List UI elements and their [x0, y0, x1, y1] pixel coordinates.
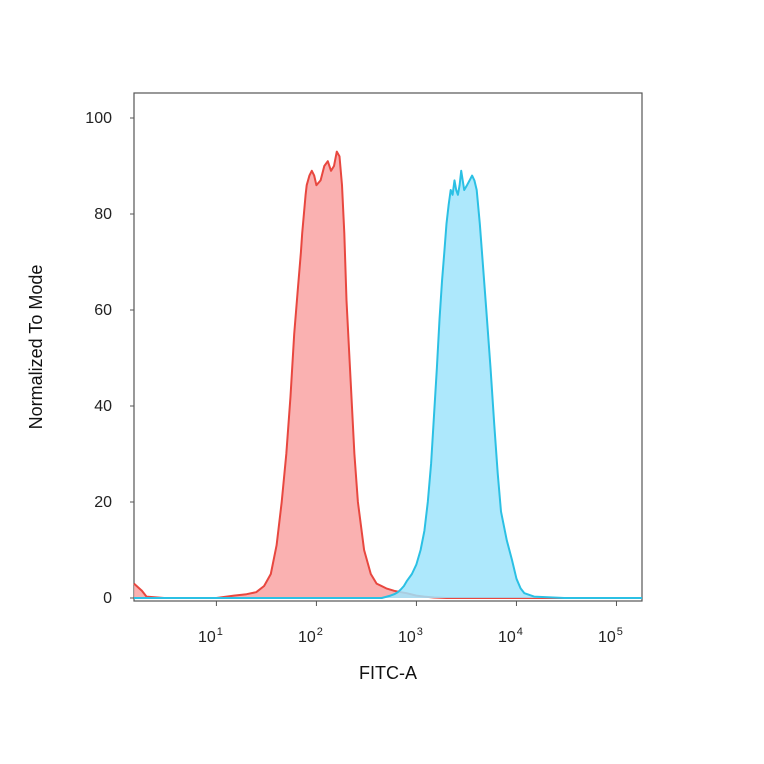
y-axis-title: Normalized To Mode [26, 265, 46, 430]
x-tick-label: 105 [598, 626, 623, 646]
y-tick-label: 60 [94, 302, 112, 319]
x-tick-label: 104 [498, 626, 523, 646]
x-tick-label: 101 [198, 626, 223, 646]
plot-area [133, 92, 643, 602]
series-layer [133, 150, 642, 599]
y-tick-label: 100 [85, 110, 112, 127]
x-axis-title: FITC-A [359, 663, 417, 683]
y-axis-ticks: 0 20 40 60 80 100 [85, 110, 134, 607]
y-tick-label: 0 [103, 590, 112, 607]
series-2-line [134, 169, 642, 599]
y-tick-label: 20 [94, 494, 112, 511]
x-axis-ticks: 101 102 103 104 105 [198, 601, 623, 646]
y-tick-label: 80 [94, 206, 112, 223]
y-tick-label: 40 [94, 398, 112, 415]
x-tick-label: 103 [398, 626, 423, 646]
x-tick-label: 102 [298, 626, 323, 646]
